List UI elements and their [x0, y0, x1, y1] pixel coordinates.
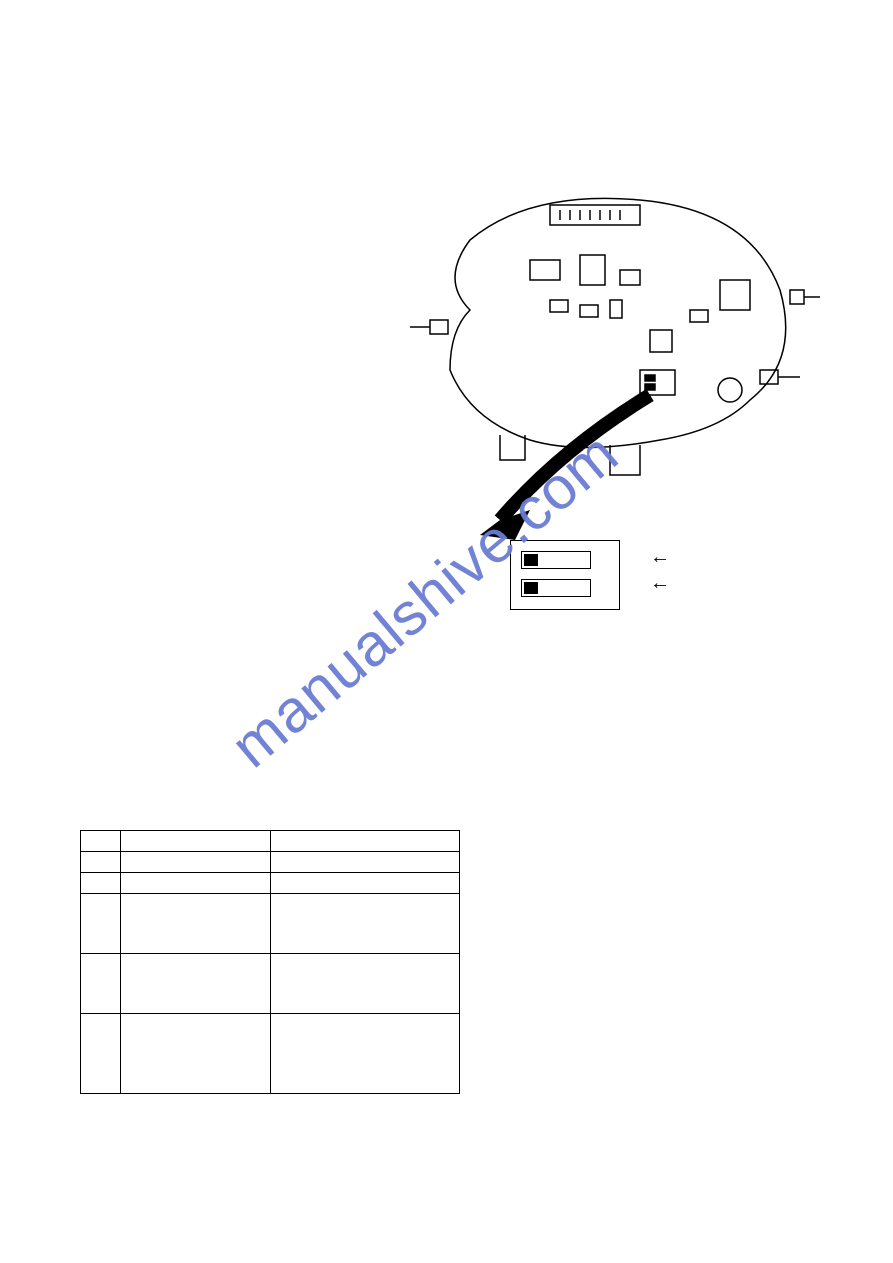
table-cell — [270, 852, 459, 873]
table-cell — [120, 894, 270, 954]
table-row — [81, 831, 460, 852]
settings-table — [80, 830, 460, 1094]
document-page: ← ← manualshive.com — [0, 0, 893, 1263]
table-cell — [120, 1014, 270, 1094]
table-cell — [81, 831, 121, 852]
table-cell — [81, 852, 121, 873]
switch-2 — [521, 577, 609, 599]
table-cell — [120, 873, 270, 894]
switch-2-body — [521, 579, 591, 597]
table-cell — [81, 1014, 121, 1094]
arrow-icon: ← — [650, 572, 670, 595]
table-cell — [270, 954, 459, 1014]
table-cell — [270, 1014, 459, 1094]
switch-2-handle — [524, 582, 538, 594]
table-cell — [270, 831, 459, 852]
table-row — [81, 852, 460, 873]
table-cell — [120, 954, 270, 1014]
table-cell — [120, 831, 270, 852]
table-row — [81, 954, 460, 1014]
table-row — [81, 873, 460, 894]
table-row — [81, 894, 460, 954]
table-cell — [81, 954, 121, 1014]
arrow-icon: ← — [650, 546, 670, 569]
table-cell — [120, 852, 270, 873]
table-cell — [81, 873, 121, 894]
table-row — [81, 1014, 460, 1094]
table-cell — [81, 894, 121, 954]
table-cell — [270, 873, 459, 894]
table-cell — [270, 894, 459, 954]
